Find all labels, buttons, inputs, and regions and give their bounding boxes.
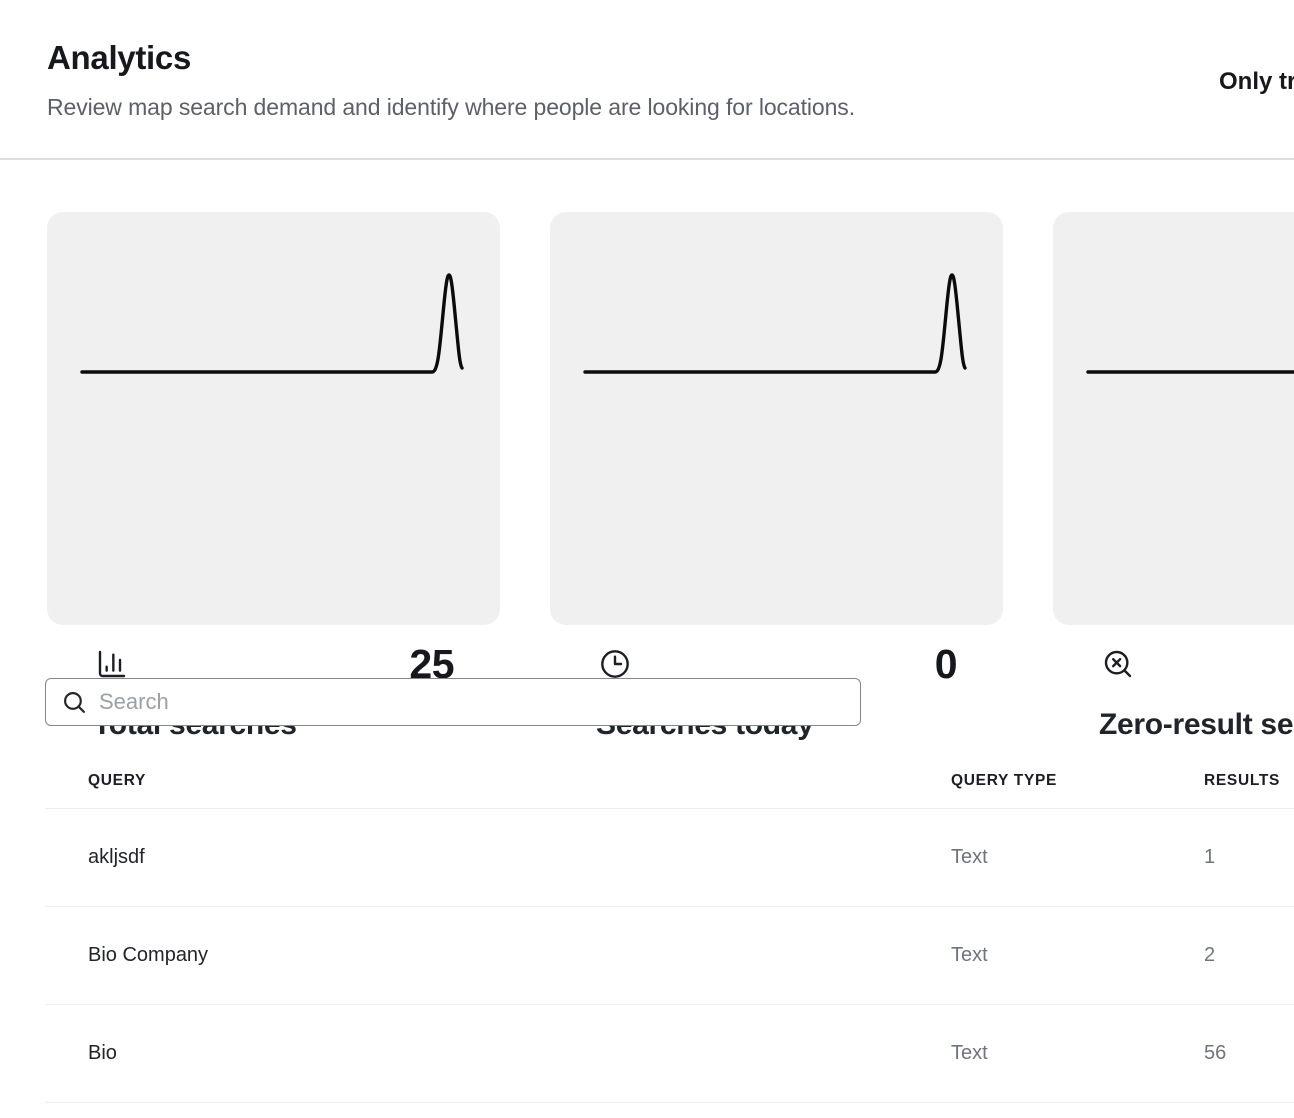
column-header-query-type: QUERY TYPE [951, 772, 1057, 790]
top-right-label: Only tr [1219, 68, 1294, 96]
column-header-query: QUERY [88, 772, 146, 790]
search-box [45, 678, 861, 726]
results-cell: 1 [1204, 846, 1215, 869]
results-cell: 2 [1204, 944, 1215, 967]
zero-result-searches-label: Zero-result se [1099, 708, 1293, 742]
query-cell: Bio [88, 1042, 117, 1065]
stat-card-searches-today: 0 Searches today [550, 212, 1003, 625]
search-input[interactable] [45, 678, 861, 726]
bar-chart-icon [96, 648, 128, 680]
query-cell: Bio Company [88, 944, 208, 967]
results-cell: 56 [1204, 1042, 1226, 1065]
header-divider [0, 158, 1294, 160]
type-cell: Text [951, 1042, 988, 1065]
table-row: Bio Company Text 2 [45, 907, 1294, 1005]
query-cell: akljsdf [88, 846, 145, 869]
sparkline-chart [1086, 267, 1294, 387]
sparkline-chart [583, 267, 968, 387]
searches-today-value: 0 [935, 641, 957, 688]
clock-icon [599, 648, 631, 680]
page-title: Analytics [47, 39, 191, 77]
column-header-results: RESULTS [1204, 772, 1280, 790]
table-header-row: QUERY QUERY TYPE RESULTS [45, 748, 1294, 809]
search-queries-table: QUERY QUERY TYPE RESULTS akljsdf Text 1 … [45, 748, 1294, 1103]
table-row: Bio Text 56 [45, 1005, 1294, 1103]
search-x-icon [1102, 648, 1134, 680]
table-row: akljsdf Text 1 [45, 809, 1294, 907]
stat-card-total-searches: 25 Total searches [47, 212, 500, 625]
stat-card-zero-result-searches: Zero-result se [1053, 212, 1294, 625]
sparkline-chart [80, 267, 465, 387]
type-cell: Text [951, 846, 988, 869]
page-subtitle: Review map search demand and identify wh… [47, 94, 855, 121]
type-cell: Text [951, 944, 988, 967]
